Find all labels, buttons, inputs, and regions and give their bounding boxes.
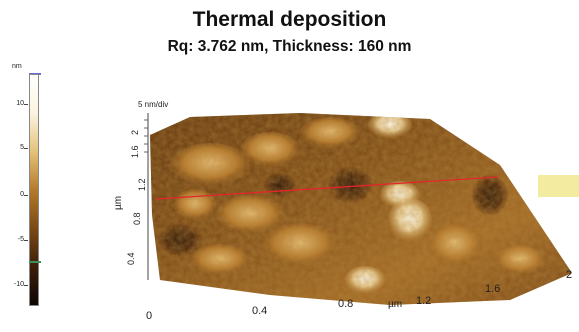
y-axis-labels: 0.4 0.8 1.2 1.6 2 µm <box>113 130 147 265</box>
x-tick-label: 2 <box>566 269 572 281</box>
x-tick-label: 0.4 <box>252 305 267 317</box>
colorbar-tick-label: 0 <box>20 191 24 198</box>
colorbar-tick-label: 10 <box>16 100 24 107</box>
afm-surface-svg: 5 nm/div 0.4 0.8 <box>113 100 572 322</box>
colorbar-tick-mark <box>24 240 28 241</box>
y-tick-label: 0.8 <box>132 212 142 225</box>
colorbar-tick-mark <box>24 285 28 286</box>
x-tick-label: 0.8 <box>338 298 353 310</box>
colorbar-tick-mark <box>24 104 28 105</box>
z-scale-label: 5 nm/div <box>138 100 168 109</box>
colorbar-tick-label: -5 <box>17 236 24 243</box>
afm-topography <box>150 113 572 305</box>
y-tick-label: 0.4 <box>126 252 136 265</box>
profile-line <box>155 176 499 200</box>
x-tick-label: 1.6 <box>485 283 500 295</box>
colorbar-bottom-cap <box>29 261 41 263</box>
x-axis-labels: 0 0.4 0.8 1.2 1.6 2 µm <box>146 269 572 322</box>
x-tick-label: 1.2 <box>416 295 431 307</box>
y-tick-label: 1.6 <box>130 145 140 158</box>
highlight-box <box>538 175 579 197</box>
colorbar-tick-label: -10 <box>13 281 24 288</box>
colorbar-tick-mark <box>24 195 28 196</box>
y-tick-label: 2 <box>130 130 140 135</box>
image-title: Thermal deposition <box>192 8 387 31</box>
colorbar-tick-mark <box>24 148 28 149</box>
image-subtitle: Rq: 3.762 nm, Thickness: 160 nm <box>167 38 412 55</box>
x-tick-label: 0 <box>146 310 152 322</box>
afm-3d-surface-view: 5 nm/div 0.4 0.8 <box>100 95 579 327</box>
colorbar-tick-label: 5 <box>20 144 24 151</box>
colorbar-gradient <box>29 74 39 306</box>
colorbar-unit-label: nm <box>12 63 22 70</box>
height-colorbar: nm 10 5 0 -5 -10 <box>0 60 60 310</box>
x-axis-unit: µm <box>388 299 402 310</box>
y-tick-label: 1.2 <box>137 178 147 191</box>
y-axis-unit: µm <box>113 196 124 210</box>
z-axis-ticks <box>144 119 148 153</box>
